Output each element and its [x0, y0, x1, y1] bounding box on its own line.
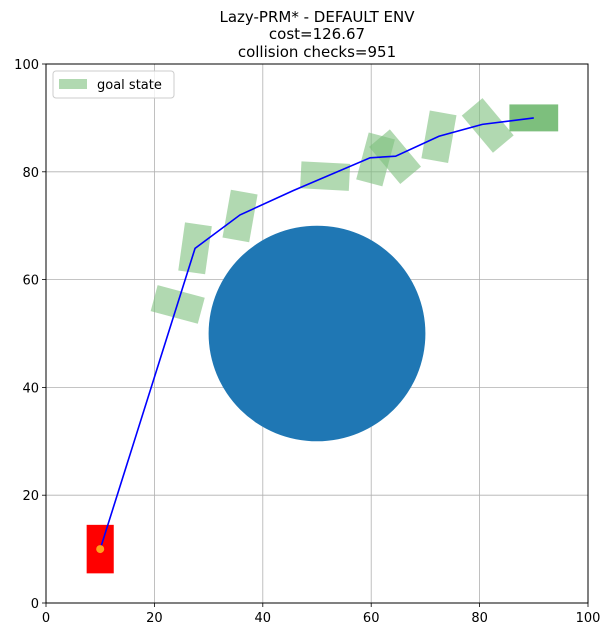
tick-label-y-60: 60 [22, 274, 39, 289]
intermediate-state-3 [300, 161, 351, 191]
tick-label-x-80: 80 [471, 611, 488, 626]
legend-box [52, 70, 175, 99]
legend-label-goal-state: goal state [97, 78, 162, 93]
plot-area [86, 98, 559, 574]
tick-label-y-100: 100 [14, 58, 39, 73]
tick-label-y-40: 40 [22, 381, 39, 396]
tick-label-x-100: 100 [576, 611, 601, 626]
plot-frame [45, 63, 589, 604]
legend: goal state [52, 70, 175, 99]
title-line-1: Lazy-PRM* - DEFAULT ENV [219, 8, 415, 26]
legend-swatch [59, 79, 87, 89]
obstacle-circle [208, 225, 426, 442]
tick-label-x-40: 40 [255, 611, 272, 626]
tick-label-y-80: 80 [22, 166, 39, 181]
tick-label-x-0: 0 [42, 611, 50, 626]
tick-label-x-60: 60 [363, 611, 380, 626]
chart-title: Lazy-PRM* - DEFAULT ENV cost=126.67 coll… [219, 8, 415, 61]
start-marker [96, 545, 105, 554]
path-line [99, 117, 534, 550]
tick-label-x-20: 20 [146, 611, 163, 626]
tick-label-y-0: 0 [31, 597, 39, 612]
tick-label-y-20: 20 [22, 489, 39, 504]
intermediate-state-7 [461, 98, 514, 153]
title-line-3: collision checks=951 [238, 43, 396, 61]
intermediate-state-2 [222, 189, 258, 243]
axis-ticks: 0 20 40 60 80 100 0 20 40 60 80 100 [14, 58, 600, 626]
title-line-2: cost=126.67 [269, 25, 365, 43]
